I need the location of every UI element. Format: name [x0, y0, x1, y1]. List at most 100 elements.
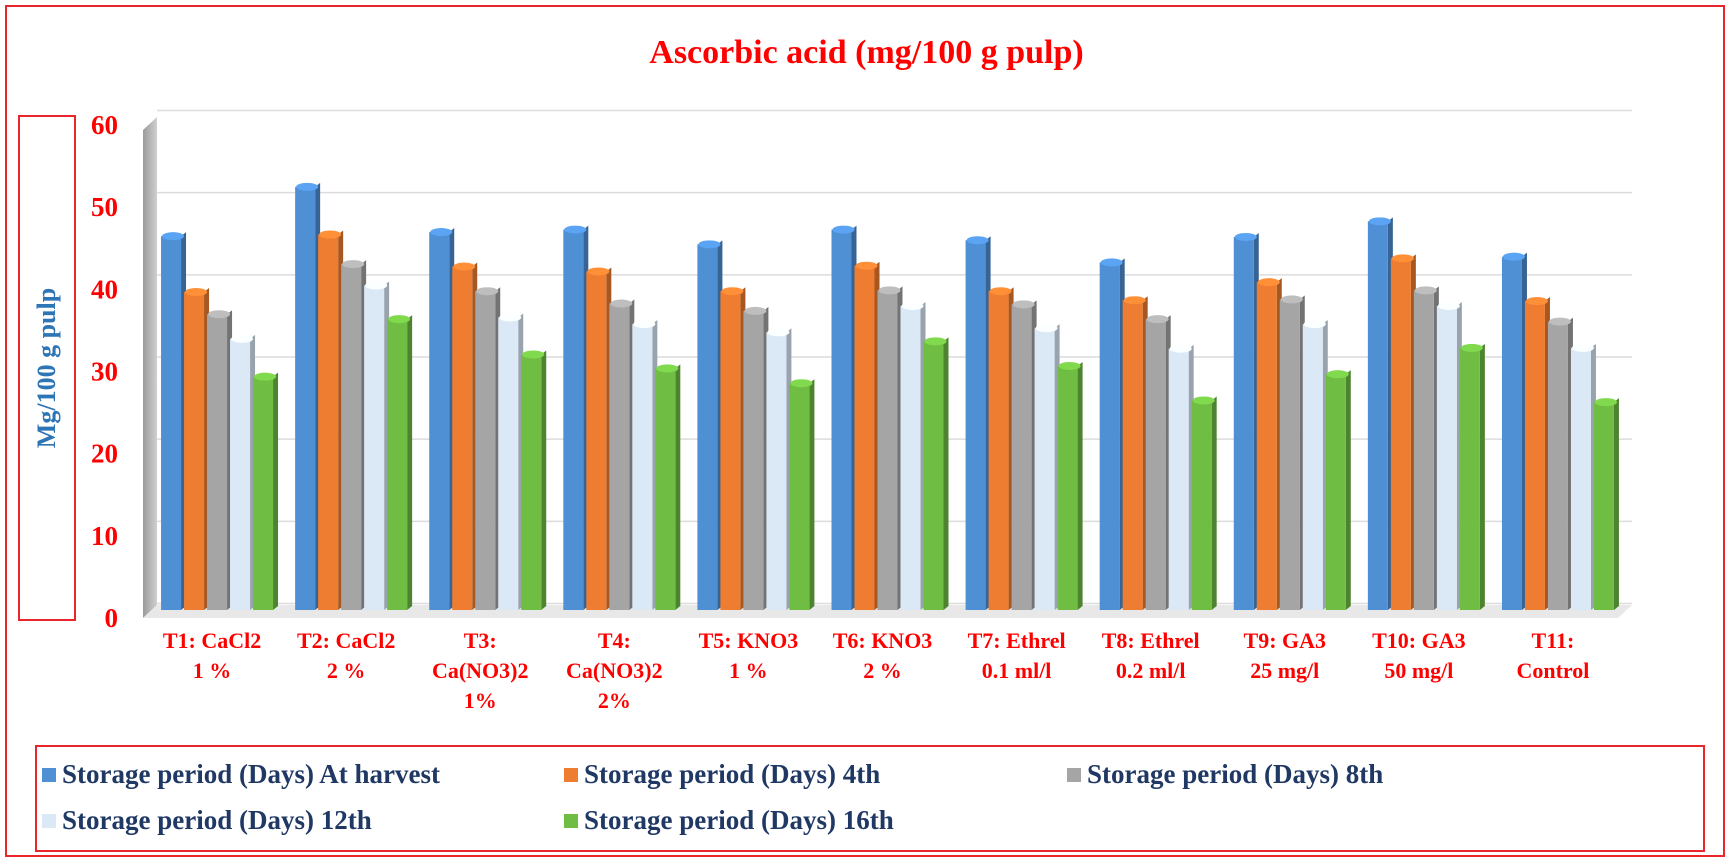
bar	[877, 286, 903, 610]
category-label: T9: GA3	[1244, 628, 1327, 653]
bar	[1302, 320, 1328, 610]
bar	[1011, 300, 1037, 610]
bar	[1524, 297, 1550, 610]
y-tick-label: 40	[91, 274, 118, 304]
legend: Storage period (Days) At harvest Storage …	[35, 745, 1705, 852]
bars	[161, 182, 1619, 611]
category-label: T10: GA3	[1372, 628, 1466, 653]
bar	[1256, 278, 1282, 610]
bar	[161, 232, 187, 610]
bar	[1570, 343, 1596, 610]
category-label: T7: Ethrel	[968, 628, 1066, 653]
bar-chart-plot: 0 10 20 30 40 50 60 T1: CaCl2 1 % T2: CaCl2 2 % T3…	[91, 109, 1632, 713]
legend-label: Storage period (Days) 8th	[1087, 759, 1384, 789]
bar	[475, 287, 501, 610]
category-label: 2 %	[863, 658, 902, 683]
bar	[207, 310, 233, 610]
legend-label: Storage period (Days) 12th	[62, 805, 372, 835]
legend-item: Storage period (Days) 12th	[42, 805, 372, 836]
bar	[295, 182, 321, 610]
legend-swatch	[564, 767, 578, 782]
legend-swatch	[564, 813, 578, 828]
y-tick-label: 20	[91, 439, 118, 469]
legend-swatch	[42, 767, 56, 782]
bar	[1325, 370, 1351, 610]
bar	[743, 306, 769, 610]
category-label: T1: CaCl2	[163, 628, 261, 653]
bar	[900, 301, 926, 610]
y-tick-label: 30	[91, 357, 118, 387]
bar	[1034, 324, 1060, 610]
bar	[1099, 258, 1125, 610]
category-label: Ca(NO3)2	[566, 658, 663, 683]
bar	[655, 364, 681, 610]
bar	[720, 287, 746, 610]
y-tick-label: 60	[91, 110, 118, 140]
bar	[429, 228, 455, 611]
bar	[341, 260, 367, 610]
bar	[563, 225, 589, 610]
bar	[1593, 398, 1619, 610]
category-label: 0.2 ml/l	[1116, 658, 1186, 683]
bar	[789, 379, 815, 610]
bar	[831, 225, 857, 610]
category-label: 2 %	[327, 658, 366, 683]
bar	[1233, 232, 1259, 611]
bar	[697, 240, 723, 610]
category-label: T2: CaCl2	[297, 628, 395, 653]
bar	[1145, 315, 1171, 610]
bar	[766, 328, 792, 610]
category-label: 50 mg/l	[1384, 658, 1453, 683]
bar	[988, 287, 1014, 610]
side-wall	[143, 117, 157, 618]
category-label: T6: KNO3	[833, 628, 933, 653]
legend-item: Storage period (Days) 16th	[564, 805, 894, 836]
bar	[498, 313, 524, 610]
legend-label: Storage period (Days) 4th	[584, 759, 881, 789]
category-label: 1 %	[193, 658, 232, 683]
legend-item: Storage period (Days) At harvest	[42, 759, 440, 790]
bar	[1547, 317, 1573, 610]
bar	[452, 262, 478, 610]
chart-frame	[5, 5, 1725, 857]
category-labels: T1: CaCl2 1 % T2: CaCl2 2 % T3: Ca(NO3)2 1% T4:…	[163, 628, 1590, 713]
bar	[318, 230, 344, 610]
y-tick-label: 10	[91, 521, 118, 551]
bar	[230, 334, 256, 610]
bar	[1367, 217, 1393, 610]
legend-label: Storage period (Days) At harvest	[62, 759, 440, 789]
bar	[965, 236, 991, 610]
legend-swatch	[42, 813, 56, 828]
legend-item: Storage period (Days) 8th	[1067, 759, 1383, 790]
legend-swatch	[1067, 767, 1081, 782]
bar	[854, 261, 880, 610]
category-label: 25 mg/l	[1250, 658, 1319, 683]
bar	[253, 372, 279, 610]
bar	[609, 299, 635, 610]
bar	[1501, 252, 1527, 610]
category-label: T3:	[464, 628, 497, 653]
category-label: T5: KNO3	[699, 628, 799, 653]
bar	[1191, 396, 1217, 610]
category-label: T8: Ethrel	[1102, 628, 1200, 653]
bar	[1168, 344, 1194, 610]
bar	[923, 337, 949, 610]
bar	[387, 315, 413, 610]
bar	[521, 350, 547, 610]
category-label: 1%	[464, 688, 497, 713]
bar	[364, 281, 390, 610]
category-label: T4:	[598, 628, 631, 653]
category-label: Ca(NO3)2	[432, 658, 529, 683]
bar	[632, 320, 658, 610]
bar	[1057, 361, 1083, 610]
category-label: 0.1 ml/l	[982, 658, 1052, 683]
bar	[1413, 286, 1439, 610]
bar	[184, 288, 210, 610]
legend-label: Storage period (Days) 16th	[584, 805, 894, 835]
category-label: T11:	[1532, 628, 1575, 653]
bar	[586, 267, 612, 610]
category-label: 1 %	[729, 658, 768, 683]
bar	[1279, 295, 1305, 610]
bar	[1459, 343, 1485, 610]
legend-item: Storage period (Days) 4th	[564, 759, 880, 790]
